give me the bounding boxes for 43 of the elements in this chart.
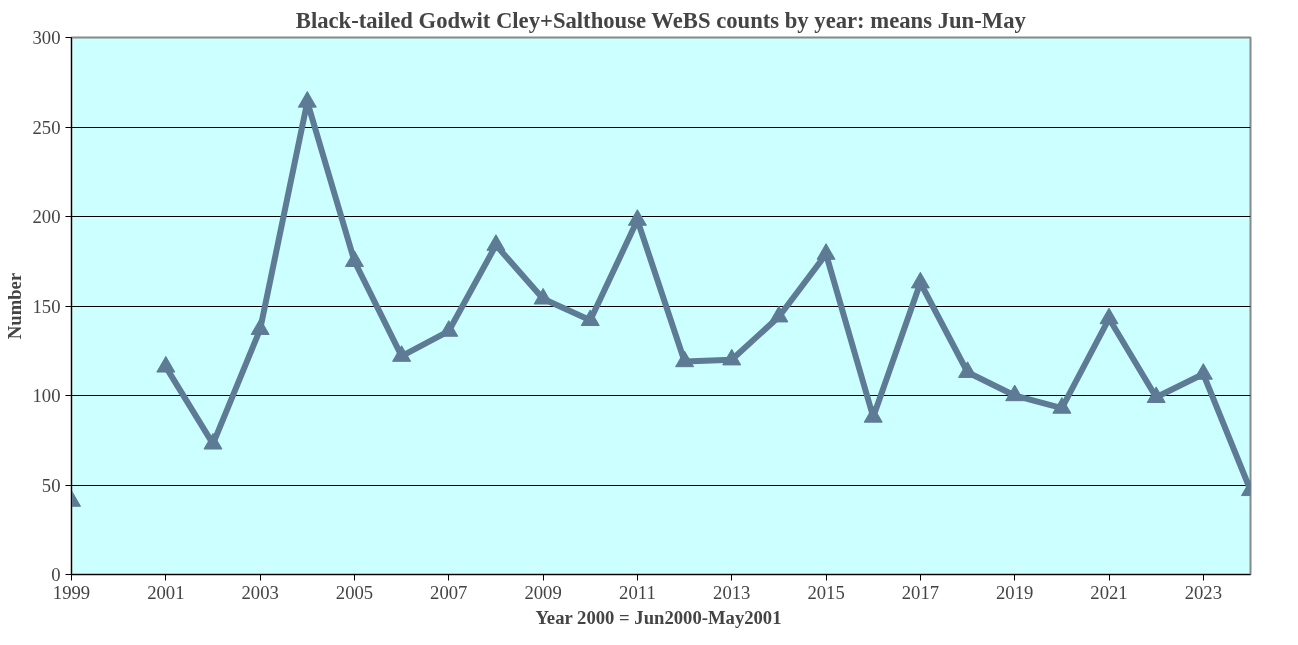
point [816,243,836,260]
x-tick-label: 2017 [901,581,940,603]
point [1052,397,1072,414]
point [910,271,930,289]
point [1005,384,1025,402]
y-tick-label: 150 [32,295,61,317]
x-tick-label: 2023 [1184,581,1222,603]
point [344,250,364,267]
point [863,406,883,423]
x-tick-label: 2011 [619,581,656,603]
x-tick-label: 2007 [430,581,468,603]
point [627,209,647,226]
x-tick-label: 2005 [335,581,374,603]
x-tick-label: 2019 [996,581,1034,603]
point [392,345,412,362]
x-tick-label: 2013 [713,581,751,603]
point [250,318,270,335]
point [1146,386,1166,403]
point [722,348,742,366]
x-axis-title: Year 2000 = Jun2000-May2001 [535,606,782,628]
point [958,361,978,378]
x-tick-label: 2003 [241,581,279,603]
point [580,309,600,327]
point [533,287,553,305]
y-axis-title: Number [3,272,25,340]
x-tick-label: 2001 [147,581,185,603]
point [675,350,695,368]
y-tick-label: 50 [41,474,61,496]
y-tick-label: 100 [32,385,61,406]
point [1099,307,1119,325]
point [439,320,459,337]
point [486,234,506,251]
x-tick-label: 2009 [524,581,562,603]
x-tick-label: 2021 [1090,581,1128,603]
x-tick-label: 2015 [807,581,845,603]
point [769,305,789,323]
point [156,355,176,373]
y-tick-label: 300 [32,27,61,48]
point [297,91,317,108]
chart-title: Black-tailed Godwit Cley+Salthouse WeBS counts by year: means Jun-May [295,7,1027,33]
point [203,432,223,450]
y-tick-label: 200 [32,206,61,227]
y-tick-label: 250 [32,116,61,138]
